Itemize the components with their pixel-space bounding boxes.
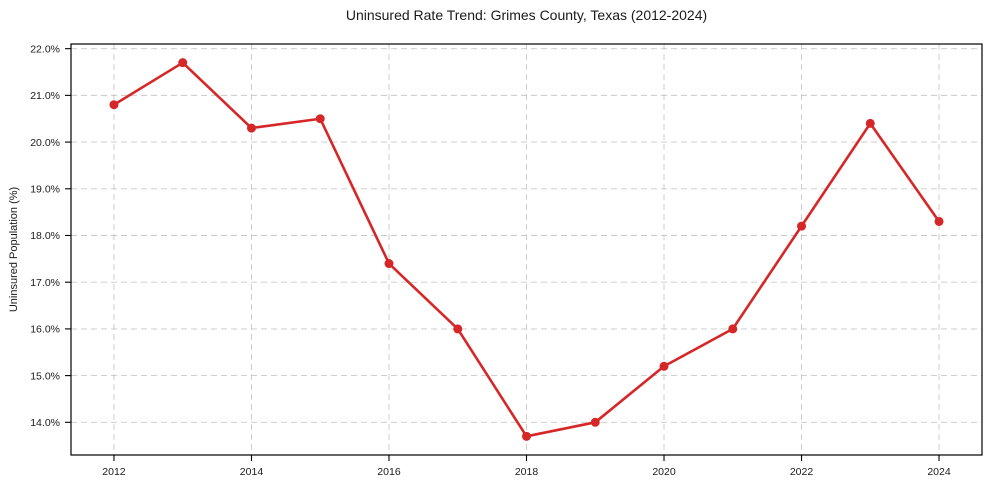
axis-ticks: 14.0% 15.0% 16.0% 17.0% 18.0% 19.0% 20.0% 21.0%…: [30, 43, 951, 478]
data-point-2017: [453, 324, 463, 334]
y-axis-label: Uninsured Population (%): [8, 187, 20, 312]
y-tick-label: 20.0%: [30, 137, 60, 149]
x-tick-label: 2018: [515, 466, 539, 478]
data-point-2018: [522, 431, 531, 441]
data-point-2023: [865, 118, 875, 128]
y-tick-label: 16.0%: [30, 324, 60, 336]
y-tick-label: 17.0%: [30, 277, 60, 289]
data-point-2013: [178, 58, 188, 68]
data-point-2014: [246, 123, 256, 133]
data-point-2021: [728, 324, 738, 334]
y-tick-label: 15.0%: [30, 370, 60, 382]
data-point-2012: [109, 100, 119, 110]
x-tick-label: 2014: [240, 466, 264, 478]
data-point-2016: [384, 259, 394, 269]
y-tick-label: 18.0%: [30, 230, 60, 242]
chart-title: Uninsured Rate Trend: Grimes County, Tex…: [346, 7, 707, 23]
x-tick-label: 2012: [102, 466, 126, 478]
data-point-2015: [315, 114, 325, 124]
trend-line-series: [109, 58, 944, 441]
data-point-2022: [797, 221, 807, 231]
gridlines: [71, 44, 982, 455]
x-tick-label: 2016: [377, 466, 401, 478]
y-tick-label: 14.0%: [30, 417, 60, 429]
data-point-2020: [659, 361, 669, 371]
data-point-2024: [934, 216, 944, 226]
y-tick-label: 22.0%: [30, 43, 60, 55]
x-tick-label: 2020: [652, 466, 676, 478]
data-point-2019: [590, 417, 600, 427]
y-tick-label: 19.0%: [30, 183, 60, 195]
x-tick-label: 2022: [790, 466, 814, 478]
x-tick-label: 2024: [927, 466, 951, 478]
y-tick-label: 21.0%: [30, 90, 60, 102]
